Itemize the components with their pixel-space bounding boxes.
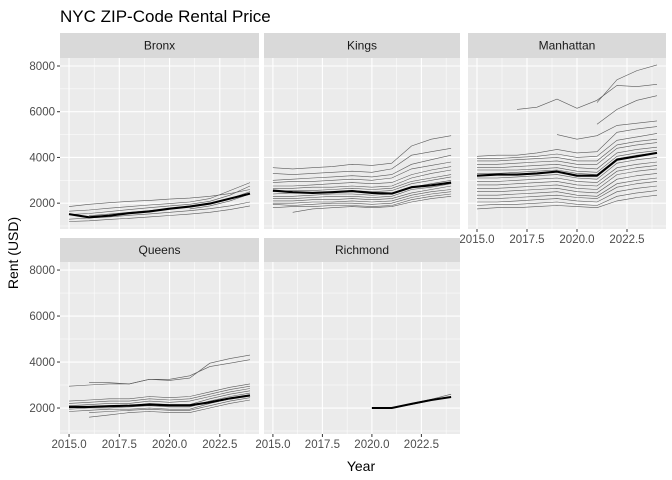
zip-series-line xyxy=(272,189,452,204)
x-tick-label: 2022.5 xyxy=(609,234,644,246)
zip-series-line xyxy=(68,383,251,402)
facet-strip xyxy=(264,238,460,262)
x-tick-label: 2017.5 xyxy=(509,234,544,246)
zip-series-line xyxy=(477,161,658,183)
zip-series-line xyxy=(477,168,658,190)
zip-series-line xyxy=(477,157,658,180)
y-tick-label: 6000 xyxy=(29,107,55,119)
x-axis-title: Year xyxy=(347,458,376,474)
zip-series-line xyxy=(477,177,658,197)
zip-series-line xyxy=(272,166,452,187)
zip-series-line xyxy=(477,138,658,162)
zip-series-line xyxy=(556,120,658,140)
x-tick-label: 2015.0 xyxy=(459,234,494,246)
zip-series-line xyxy=(89,397,251,413)
x-tick-label: 2015.0 xyxy=(255,439,290,451)
borough-median-line xyxy=(371,395,452,410)
zip-series-line xyxy=(272,169,452,189)
x-tick-label: 2017.5 xyxy=(102,439,137,451)
zip-series-line xyxy=(272,185,452,202)
zip-series-line xyxy=(272,174,452,192)
zip-series-line xyxy=(68,205,251,222)
facet-strip-label: Richmond xyxy=(335,243,389,257)
facet-strip xyxy=(468,33,666,58)
zip-series-line xyxy=(89,359,251,385)
facet-strip-label: Queens xyxy=(138,243,180,257)
zip-series-line xyxy=(292,196,452,213)
x-tick-label: 2022.5 xyxy=(404,439,439,451)
x-tick-label: 2022.5 xyxy=(202,439,237,451)
facet-strip-label: Bronx xyxy=(144,39,175,53)
zip-series-line xyxy=(477,185,658,203)
zip-series-line xyxy=(68,189,251,207)
y-axis-title: Rent (USD) xyxy=(5,217,21,289)
y-tick-label: 4000 xyxy=(29,152,55,164)
zip-series-line xyxy=(477,152,658,175)
zip-series-line xyxy=(272,191,452,206)
facet-strip xyxy=(60,33,259,58)
y-tick-label: 2000 xyxy=(29,403,55,415)
borough-median-line xyxy=(476,151,658,177)
zip-series-line xyxy=(477,133,658,159)
x-tick-label: 2015.0 xyxy=(51,439,86,451)
zip-series-line xyxy=(272,148,452,175)
zip-series-line xyxy=(68,182,251,212)
x-tick-label: 2020.0 xyxy=(152,439,187,451)
y-tick-label: 4000 xyxy=(29,357,55,369)
y-tick-label: 2000 xyxy=(29,198,55,210)
facet-strip-label: Manhattan xyxy=(539,39,596,53)
facet-strip xyxy=(60,238,259,262)
zip-series-line xyxy=(272,154,452,181)
zip-series-line xyxy=(68,185,251,215)
facet-strip xyxy=(264,33,460,58)
y-tick-label: 8000 xyxy=(29,265,55,277)
zip-series-line xyxy=(68,385,251,404)
zip-series-line xyxy=(477,165,658,187)
zip-series-line xyxy=(476,194,658,210)
zip-series-line xyxy=(68,354,251,387)
zip-series-line xyxy=(68,388,251,406)
zip-series-line xyxy=(596,64,658,103)
chart-title: NYC ZIP-Code Rental Price xyxy=(60,7,271,26)
facet-panel-kings: Kings xyxy=(264,33,460,229)
borough-median-line xyxy=(69,394,251,408)
y-tick-label: 8000 xyxy=(29,61,55,73)
zip-series-line xyxy=(516,84,658,110)
panel-background xyxy=(264,262,460,434)
y-tick-label: 6000 xyxy=(29,311,55,323)
zip-series-line xyxy=(476,126,658,157)
zip-series-line xyxy=(477,150,658,173)
facet-panels: Bronx 2000 4000 6000 8000 Kings Manhattan 2015.… xyxy=(29,33,666,451)
zip-series-line xyxy=(89,399,251,418)
x-tick-label: 2020.0 xyxy=(354,439,389,451)
zip-series-line xyxy=(272,135,452,170)
zip-series-line xyxy=(272,183,452,199)
zip-series-line xyxy=(477,173,658,194)
zip-series-line xyxy=(272,193,452,208)
x-tick-label: 2020.0 xyxy=(559,234,594,246)
borough-median-line xyxy=(68,192,251,219)
zip-series-line xyxy=(476,190,658,206)
facet-strip-label: Kings xyxy=(347,39,377,53)
zip-series-line xyxy=(477,146,658,170)
facet-panel-richmond: Richmond 2015.0 2017.5 2020.0 2022.5 xyxy=(255,238,460,451)
zip-series-line xyxy=(596,95,658,125)
facet-panel-manhattan: Manhattan 2015.0 2017.5 2020.0 2022.5 xyxy=(459,33,666,246)
borough-median-line xyxy=(272,181,452,195)
zip-series-line xyxy=(272,161,452,183)
facet-panel-bronx: Bronx 2000 4000 6000 8000 xyxy=(29,33,259,229)
zip-series-line xyxy=(68,392,251,410)
zip-series-line xyxy=(477,181,658,199)
zip-series-line xyxy=(189,193,251,210)
facet-panel-queens: Queens 2000 4000 6000 8000 2015.0 2017.5 2020.0… xyxy=(29,238,259,451)
x-tick-label: 2017.5 xyxy=(305,439,340,451)
zip-series-line xyxy=(477,142,658,165)
